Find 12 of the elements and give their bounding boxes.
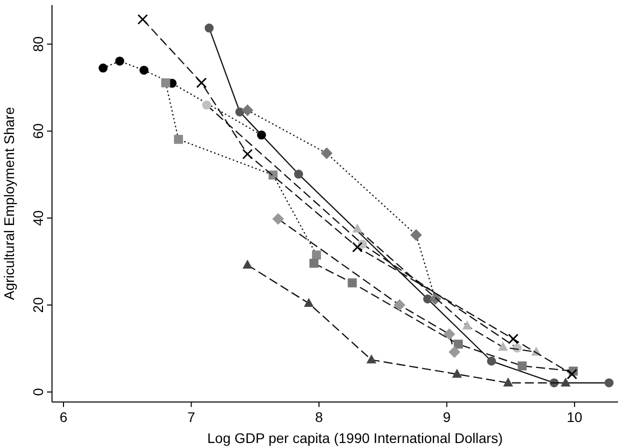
x-tick-label: 9 xyxy=(442,409,451,425)
y-tick-label: 20 xyxy=(30,297,46,313)
x-tick-label: 6 xyxy=(60,409,68,425)
x-tick-label: 7 xyxy=(187,409,196,425)
y-tick-label: 60 xyxy=(30,123,46,139)
x-axis-title: Log GDP per capita (1990 International Dollars) xyxy=(207,430,503,446)
x-tick-label: 8 xyxy=(315,409,324,425)
y-tick-label: 80 xyxy=(30,36,46,52)
x-tick-label: 10 xyxy=(566,409,583,425)
y-tick-label: 0 xyxy=(30,388,46,396)
y-tick-label: 40 xyxy=(30,210,46,226)
y-axis-title: Agricultural Employment Share xyxy=(1,106,17,300)
